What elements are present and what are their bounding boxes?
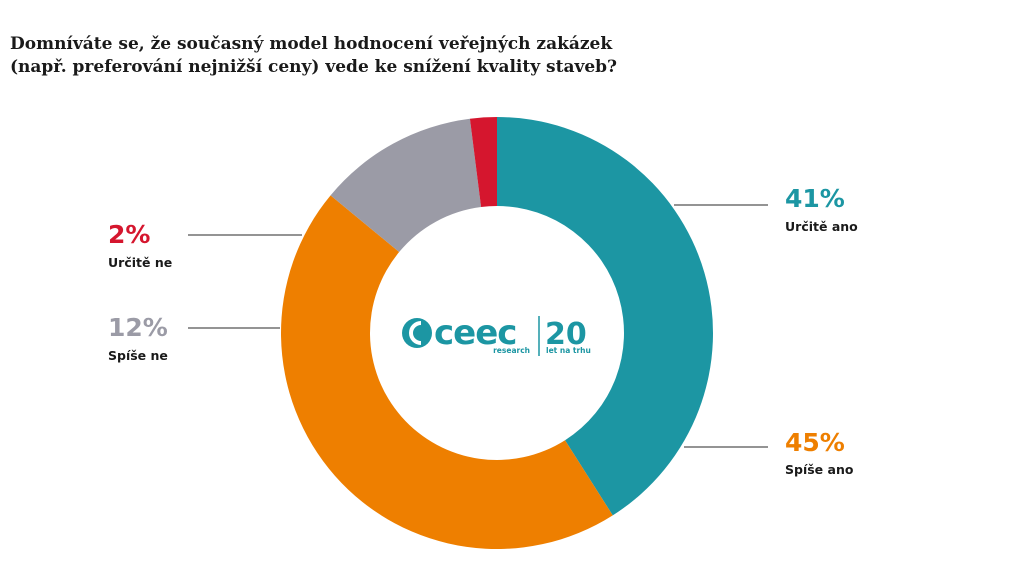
logo-brand: ceec — [434, 313, 516, 353]
percent-label-spise-ano: 45% — [785, 428, 845, 457]
category-label-urcite-ne: Určitě ne — [108, 255, 172, 270]
chart-title-line-1: Domníváte se, že současný model hodnocen… — [10, 34, 613, 54]
chart-title: Domníváte se, že současný model hodnocen… — [10, 33, 630, 79]
ceec-logo: ceec research 20 let na trhu — [402, 313, 591, 356]
slice-urcite-ano — [497, 117, 713, 516]
category-label-urcite-ano: Určitě ano — [785, 219, 858, 234]
ceec-logo-icon-mark — [409, 321, 422, 345]
donut-slices — [281, 117, 713, 549]
percent-label-urcite-ne: 2% — [108, 220, 150, 249]
percent-label-urcite-ano: 41% — [785, 184, 845, 213]
category-label-spise-ano: Spíše ano — [785, 462, 854, 477]
logo-number: 20 — [545, 317, 587, 352]
logo-sub-left: research — [493, 346, 530, 355]
logo-sub-right: let na trhu — [546, 346, 591, 355]
slice-spise-ne — [330, 118, 482, 253]
percent-label-spise-ne: 12% — [108, 313, 168, 342]
donut-callouts: 41% Určitě ano 45% Spíše ano 12% Spíše ne 2% Ur… — [108, 184, 858, 477]
ceec-logo-icon — [402, 318, 432, 348]
slice-spise-ano — [281, 195, 613, 549]
slice-urcite-ne — [469, 117, 497, 208]
category-label-spise-ne: Spíše ne — [108, 348, 168, 363]
chart-title-line-2: (např. preferování nejnižší ceny) vede k… — [10, 57, 618, 77]
